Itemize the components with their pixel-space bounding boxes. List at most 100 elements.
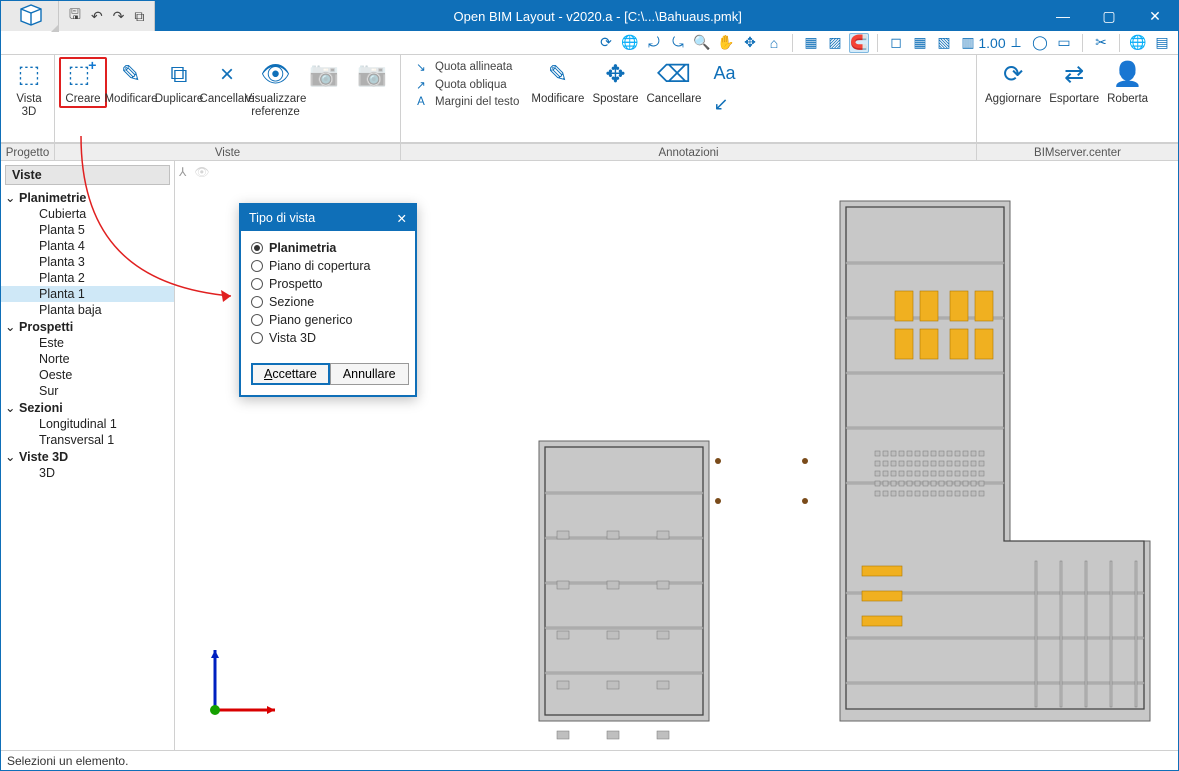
accept-button[interactable]: Accettare xyxy=(251,363,330,385)
ribbon: ⬚Vista 3D ⬚+Creare✎Modificare⧉Duplicare×… xyxy=(1,55,1178,143)
modificare-a-button[interactable]: ✎Modificare xyxy=(527,57,588,108)
visualizzare-button[interactable]: 👁Visualizzare referenze xyxy=(251,57,300,121)
margini-testo[interactable]: AMargini del testo xyxy=(411,95,521,109)
text-aa-icon[interactable]: Aa xyxy=(711,59,737,88)
camera-a-button[interactable]: 📷 xyxy=(300,57,348,95)
toolbar-icon[interactable]: ◯ xyxy=(1030,33,1050,53)
spostare-button[interactable]: ✥Spostare xyxy=(588,57,642,108)
vista-3d-icon: ⬚ xyxy=(13,59,45,91)
vista-3d-label: Vista 3D xyxy=(16,93,41,119)
quick-access-toolbar: 🖫 ↶ ↷ ⧉ xyxy=(59,1,155,31)
cancel-button[interactable]: Annullare xyxy=(330,363,409,385)
modificare-v-button[interactable]: ✎Modificare xyxy=(107,57,155,108)
spostare-label: Spostare xyxy=(592,93,638,106)
minimize-button[interactable]: — xyxy=(1040,1,1086,31)
camera-b-button[interactable]: 📷 xyxy=(348,57,396,95)
tree-item[interactable]: Oeste xyxy=(1,367,174,383)
group-annotazioni: Annotazioni xyxy=(401,144,977,160)
tree-group[interactable]: Planimetrie xyxy=(1,189,174,206)
redo-icon[interactable]: ↷ xyxy=(113,8,125,25)
toolbar-icon[interactable]: ✂ xyxy=(1091,33,1111,53)
tree-group[interactable]: Viste 3D xyxy=(1,448,174,465)
toolbar-icon[interactable]: ▭ xyxy=(1054,33,1074,53)
toolbar-icon[interactable]: 🌐 xyxy=(620,33,640,53)
tree-item[interactable]: Sur xyxy=(1,383,174,399)
leader-icon[interactable]: ↙ xyxy=(711,90,737,119)
radio-piano-di-copertura[interactable]: Piano di copertura xyxy=(251,257,405,275)
duplicare-icon: ⧉ xyxy=(163,59,195,91)
maximize-button[interactable]: ▢ xyxy=(1086,1,1132,31)
camera-b-icon: 📷 xyxy=(356,59,388,91)
toolbar-icon[interactable]: ▦ xyxy=(801,33,821,53)
window-title: Open BIM Layout - v2020.a - [C:\...\Bahu… xyxy=(155,9,1040,24)
tree-item[interactable]: Planta 1 xyxy=(1,286,174,302)
tree-item[interactable]: Planta 2 xyxy=(1,270,174,286)
radio-planimetria[interactable]: Planimetria xyxy=(251,239,405,257)
tree-item[interactable]: Transversal 1 xyxy=(1,432,174,448)
creare-button[interactable]: ⬚+Creare xyxy=(59,57,107,108)
radio-vista-3d[interactable]: Vista 3D xyxy=(251,329,405,347)
window-controls: — ▢ ✕ xyxy=(1040,1,1178,31)
user-button[interactable]: 👤Roberta xyxy=(1103,57,1152,108)
radio-icon xyxy=(251,260,263,272)
tree-item[interactable]: Planta 5 xyxy=(1,222,174,238)
toolbar-icon[interactable]: 🌐 xyxy=(1128,33,1148,53)
radio-label: Planimetria xyxy=(269,241,336,255)
tree-item[interactable]: Cubierta xyxy=(1,206,174,222)
tree-item[interactable]: Norte xyxy=(1,351,174,367)
undo-icon[interactable]: ↶ xyxy=(91,8,103,25)
user-icon: 👤 xyxy=(1112,59,1144,91)
toolbar-icon[interactable]: ▦ xyxy=(910,33,930,53)
duplicare-button[interactable]: ⧉Duplicare xyxy=(155,57,203,108)
aggiornare-button[interactable]: ⟳Aggiornare xyxy=(981,57,1045,108)
esportare-button[interactable]: ⇄Esportare xyxy=(1045,57,1103,108)
group-bimserver: BIMserver.center xyxy=(977,144,1178,160)
toolbar-icon[interactable]: ▥ xyxy=(958,33,978,53)
cube-icon[interactable]: ⧉ xyxy=(134,8,144,25)
radio-icon xyxy=(251,332,263,344)
toolbar-icon[interactable]: ⤾ xyxy=(644,33,664,53)
esportare-label: Esportare xyxy=(1049,93,1099,106)
toolbar-icon[interactable]: ✋ xyxy=(716,33,736,53)
tree-item[interactable]: Longitudinal 1 xyxy=(1,416,174,432)
radio-label: Piano generico xyxy=(269,313,352,327)
tree-item[interactable]: Planta baja xyxy=(1,302,174,318)
toolbar-icon[interactable]: ⤿ xyxy=(668,33,688,53)
radio-sezione[interactable]: Sezione xyxy=(251,293,405,311)
toolbar-icon[interactable]: ▧ xyxy=(934,33,954,53)
toolbar-icon[interactable]: 1.00 xyxy=(982,33,1002,53)
radio-prospetto[interactable]: Prospetto xyxy=(251,275,405,293)
close-button[interactable]: ✕ xyxy=(1132,1,1178,31)
radio-piano-generico[interactable]: Piano generico xyxy=(251,311,405,329)
toolbar-icon[interactable]: ✥ xyxy=(740,33,760,53)
radio-icon xyxy=(251,242,263,254)
cancellare-v-icon: × xyxy=(211,59,243,91)
toolbar-icon[interactable]: 🧲 xyxy=(849,33,869,53)
cancellare-a-button[interactable]: ⌫Cancellare xyxy=(642,57,705,108)
tree-item[interactable]: Este xyxy=(1,335,174,351)
radio-label: Piano di copertura xyxy=(269,259,370,273)
toolbar-icon[interactable]: ▤ xyxy=(1152,33,1172,53)
toolbar-icon[interactable]: ◻ xyxy=(886,33,906,53)
view-toolbar: ⟳🌐⤾⤿🔍✋✥⌂▦▨🧲◻▦▧▥1.00⟂◯▭✂🌐▤ xyxy=(1,31,1178,55)
quota-allineata[interactable]: ↘Quota allineata xyxy=(411,59,521,75)
ribbon-group-labels: Progetto Viste Annotazioni BIMserver.cen… xyxy=(1,143,1178,161)
tree-item[interactable]: Planta 4 xyxy=(1,238,174,254)
toolbar-icon[interactable]: ⟳ xyxy=(596,33,616,53)
toolbar-icon[interactable]: ⟂ xyxy=(1006,33,1026,53)
vista-3d-button[interactable]: ⬚Vista 3D xyxy=(5,57,53,121)
app-icon[interactable] xyxy=(1,1,59,31)
tree-item[interactable]: 3D xyxy=(1,465,174,481)
tree-item[interactable]: Planta 3 xyxy=(1,254,174,270)
save-icon[interactable]: 🖫 xyxy=(69,4,81,28)
tree-group[interactable]: Prospetti xyxy=(1,318,174,335)
cancellare-a-icon: ⌫ xyxy=(658,59,690,91)
toolbar-icon[interactable]: 🔍 xyxy=(692,33,712,53)
dialog-close-icon[interactable]: ✕ xyxy=(397,211,407,226)
modificare-a-label: Modificare xyxy=(531,93,584,106)
radio-icon xyxy=(251,296,263,308)
quota-obliqua[interactable]: ↗Quota obliqua xyxy=(411,77,521,93)
toolbar-icon[interactable]: ⌂ xyxy=(764,33,784,53)
tree-group[interactable]: Sezioni xyxy=(1,399,174,416)
toolbar-icon[interactable]: ▨ xyxy=(825,33,845,53)
